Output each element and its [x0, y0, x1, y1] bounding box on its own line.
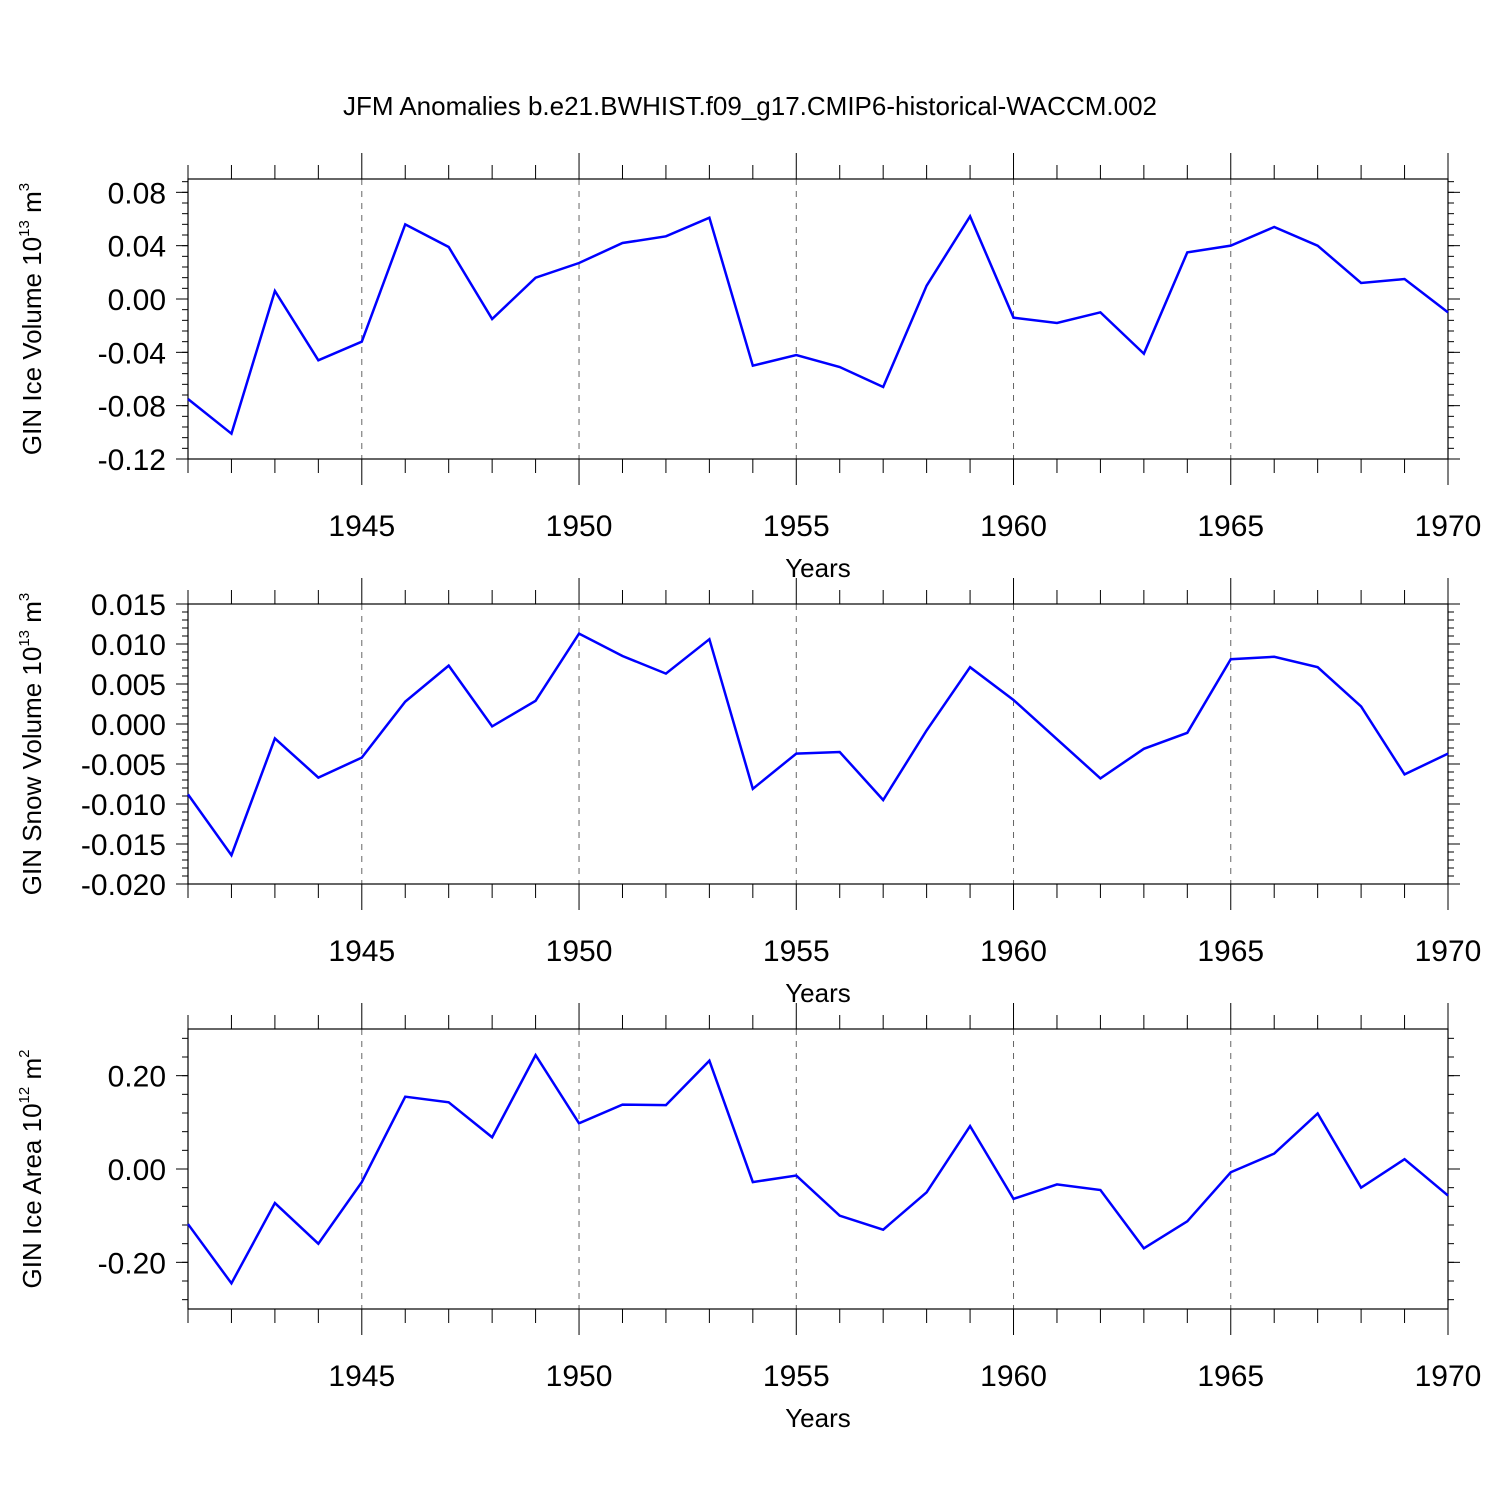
y-tick-label: 0.08	[108, 177, 166, 210]
y-tick-label: 0.20	[108, 1061, 166, 1094]
x-tick-label: 1970	[1415, 1360, 1482, 1393]
y-tick-label: -0.005	[81, 749, 166, 782]
series-line	[186, 631, 1449, 858]
y-tick-label: -0.20	[98, 1247, 166, 1280]
x-tick-label: 1970	[1415, 510, 1482, 543]
x-tick-label: 1965	[1197, 1360, 1264, 1393]
x-tick-label: 1955	[763, 935, 830, 968]
x-tick-label: 1945	[328, 510, 395, 543]
y-tick-label: -0.04	[98, 337, 166, 370]
x-axis-label: Years	[785, 553, 851, 583]
x-tick-label: 1955	[763, 1360, 830, 1393]
panel-1: -0.12 -0.08 -0.04 0.00 0.04 0.08 1945 1950 1955 1…	[16, 153, 1481, 583]
x-tick-label: 1950	[546, 510, 613, 543]
x-tick-label: 1970	[1415, 935, 1482, 968]
panel-2: -0.020 -0.015 -0.010 -0.005 0.000 0.005 0.010 0…	[16, 578, 1481, 1008]
y-tick-label: 0.00	[108, 1154, 166, 1187]
x-tick-label: 1960	[980, 1360, 1047, 1393]
x-tick-label: 1945	[328, 935, 395, 968]
y-axis-label: GIN Ice Area 1012 m2	[16, 1050, 47, 1289]
series-line	[187, 213, 1449, 436]
y-tick-label: -0.010	[81, 789, 166, 822]
y-tick-label: 0.00	[108, 284, 166, 317]
x-tick-label: 1965	[1197, 510, 1264, 543]
y-tick-label: 0.010	[91, 629, 166, 662]
y-axis-label: GIN Snow Volume 1013 m3	[16, 593, 47, 896]
y-tick-label: 0.005	[91, 669, 166, 702]
y-tick-label: -0.12	[98, 444, 166, 477]
x-axis-label: Years	[785, 1403, 851, 1433]
x-tick-label: 1965	[1197, 935, 1264, 968]
y-tick-label: -0.020	[81, 869, 166, 902]
chart-title: JFM Anomalies b.e21.BWHIST.f09_g17.CMIP6…	[343, 91, 1157, 121]
y-tick-label: 0.000	[91, 709, 166, 742]
y-tick-label: -0.015	[81, 829, 166, 862]
y-tick-label: 0.04	[108, 231, 166, 264]
x-tick-label: 1960	[980, 510, 1047, 543]
x-axis-label: Years	[785, 978, 851, 1008]
y-tick-label: 0.015	[91, 589, 166, 622]
panels: -0.12 -0.08 -0.04 0.00 0.04 0.08 1945 1950 1955 1…	[16, 153, 1481, 1433]
plot-frame	[187, 603, 1449, 885]
panel-3: -0.20 0.00 0.20 1945 1950 1955 1960 1965 1970 Yea…	[16, 1003, 1481, 1433]
plot-frame	[187, 1028, 1449, 1310]
plot-frame	[187, 178, 1449, 460]
series-line	[186, 1052, 1449, 1286]
x-tick-label: 1955	[763, 510, 830, 543]
x-tick-label: 1945	[328, 1360, 395, 1393]
x-tick-label: 1950	[546, 1360, 613, 1393]
x-tick-label: 1950	[546, 935, 613, 968]
x-tick-label: 1960	[980, 935, 1047, 968]
y-tick-label: -0.08	[98, 391, 166, 424]
y-axis-label: GIN Ice Volume 1013 m3	[16, 183, 47, 455]
